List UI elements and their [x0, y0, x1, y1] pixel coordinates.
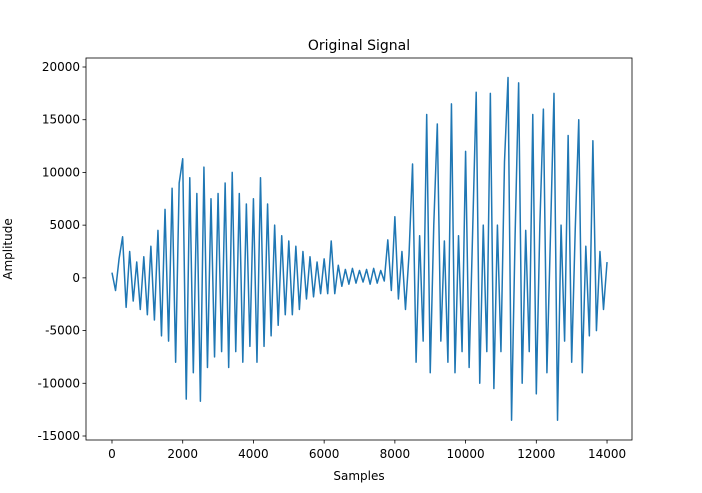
y-tick-label: 20000 — [42, 60, 80, 74]
x-axis-label: Samples — [333, 469, 384, 483]
x-tick-label: 6000 — [309, 447, 340, 461]
x-tick-label: 8000 — [380, 447, 411, 461]
chart-title: Original Signal — [308, 38, 410, 54]
x-tick-label: 0 — [108, 447, 116, 461]
x-tick-label: 2000 — [167, 447, 198, 461]
plot-area — [86, 58, 632, 440]
y-tick-label: 15000 — [42, 113, 80, 127]
y-tick-label: 5000 — [49, 218, 80, 232]
y-tick-label: 0 — [72, 271, 80, 285]
axes-frame — [85, 57, 633, 441]
y-tick-label: -5000 — [45, 324, 80, 338]
y-tick-label: -15000 — [37, 429, 80, 443]
y-axis-label: Amplitude — [1, 218, 15, 280]
x-tick-label: 14000 — [588, 447, 626, 461]
y-tick-label: 10000 — [42, 165, 80, 179]
x-tick-label: 4000 — [238, 447, 269, 461]
x-tick-label: 10000 — [447, 447, 485, 461]
signal-line — [111, 76, 608, 421]
x-tick-label: 12000 — [517, 447, 555, 461]
y-tick-label: -10000 — [37, 376, 80, 390]
